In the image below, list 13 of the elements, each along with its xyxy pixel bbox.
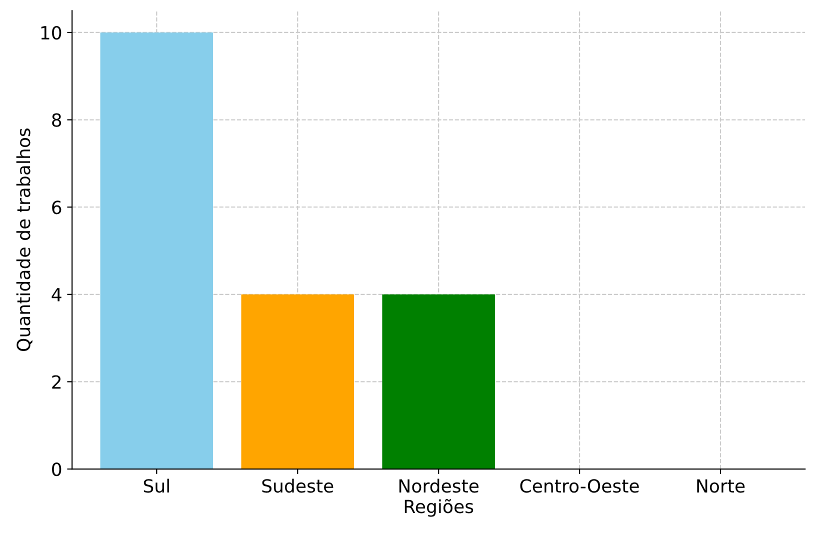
y-tick-label: 10 — [41, 26, 62, 40]
y-tick-label: 2 — [52, 375, 61, 389]
y-axis-title: Quantidade de trabalhos — [16, 128, 32, 352]
y-tick-label: 8 — [52, 113, 62, 127]
x-tick-label: Nordeste — [399, 478, 479, 493]
y-tick-label: 4 — [52, 288, 62, 302]
x-tick-label: Sul — [144, 478, 169, 493]
y-tick-label: 6 — [52, 200, 62, 214]
y-tick-label: 0 — [52, 462, 62, 476]
x-axis-title: Regiões — [404, 499, 474, 517]
x-tick-label: Norte — [697, 479, 745, 493]
x-tick-label: Centro-Oeste — [520, 479, 639, 493]
x-tick-label: Sudeste — [262, 478, 334, 493]
